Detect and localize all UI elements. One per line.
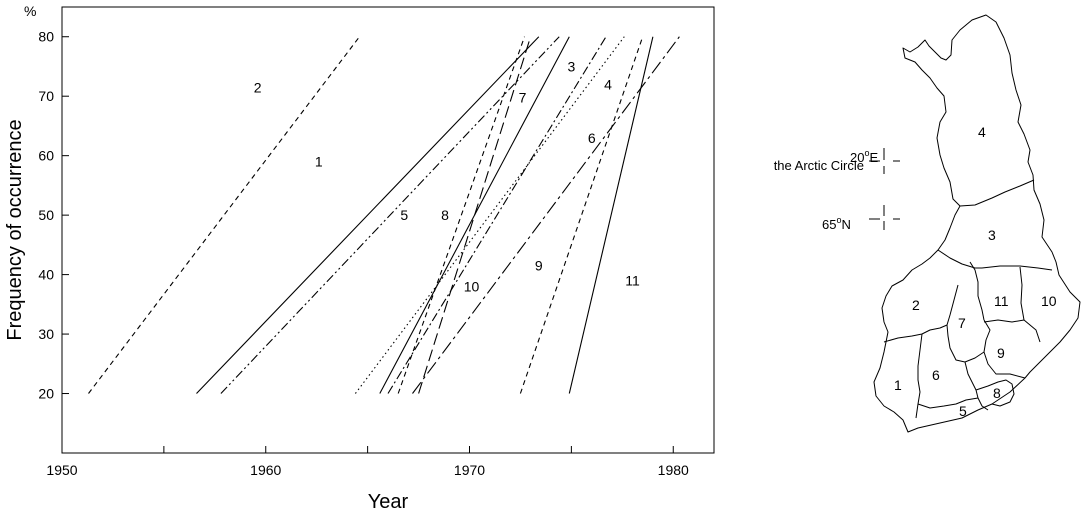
region-boundary-2-7	[946, 284, 959, 326]
finland-map	[869, 14, 1081, 433]
longitude-marker	[869, 148, 900, 174]
series-line-5	[220, 36, 560, 394]
series-line-1	[196, 36, 540, 394]
series-label-1: 1	[315, 154, 323, 170]
x-tick-label: 1970	[454, 462, 485, 478]
latitude-label: 65oN	[822, 215, 851, 232]
y-axis-title: Frequency of occurrence	[4, 119, 26, 340]
line-chart: 20 30 40 50 60 70 80 1950 1960 1970 1980 % Freque…	[4, 3, 715, 513]
series-line-2	[88, 36, 360, 394]
x-tick-label: 1980	[658, 462, 689, 478]
region-label-7: 7	[958, 315, 966, 331]
region-boundary-8-9	[975, 379, 1015, 407]
y-axis-ticks: 20 30 40 50 60 70 80	[38, 29, 69, 402]
series-line-7	[379, 36, 570, 394]
region-boundary-9-south	[983, 351, 1026, 379]
series-lines	[88, 36, 680, 394]
region-boundary-2-south	[883, 324, 948, 343]
map-labels: 20oE the Arctic Circle 65oN 4 3 2 11 10 …	[774, 124, 1057, 419]
series-label-10: 10	[464, 278, 480, 294]
region-label-3: 3	[988, 227, 996, 243]
series-line-8	[397, 36, 526, 394]
region-boundary-7-9	[983, 319, 991, 353]
region-boundary-7-6	[946, 324, 985, 363]
series-label-5: 5	[400, 207, 408, 223]
series-labels: 1 2 3 4 5 6 7 8 9 10 11	[254, 58, 640, 294]
region-boundary-6-8	[964, 361, 979, 399]
series-label-6: 6	[588, 130, 596, 146]
y-tick-label: 80	[38, 29, 54, 45]
region-label-2: 2	[912, 297, 920, 313]
series-label-11: 11	[625, 273, 640, 289]
region-boundary-7-11	[969, 261, 985, 321]
plot-frame	[61, 6, 715, 454]
series-line-10	[418, 36, 532, 394]
region-boundary-4-3	[959, 179, 1035, 207]
region-label-1: 1	[894, 377, 902, 393]
series-line-3	[387, 36, 607, 394]
series-label-4: 4	[604, 76, 612, 92]
region-label-4: 4	[978, 124, 986, 140]
region-label-10: 10	[1041, 293, 1057, 309]
latitude-marker	[869, 205, 900, 230]
y-axis-unit: %	[24, 3, 36, 19]
y-tick-label: 40	[38, 267, 54, 283]
country-outline	[873, 14, 1081, 433]
region-boundary-3-11	[981, 265, 1053, 271]
region-boundary-11-9	[983, 319, 1041, 343]
region-boundary-5-8	[977, 397, 989, 411]
region-label-11: 11	[994, 293, 1009, 309]
x-axis-ticks: 1950 1960 1970 1980	[46, 446, 689, 478]
region-label-5: 5	[959, 403, 967, 419]
series-line-11	[568, 36, 654, 394]
x-axis-title: Year	[368, 491, 409, 513]
region-label-6: 6	[932, 367, 940, 383]
y-tick-label: 70	[38, 88, 54, 104]
series-label-3: 3	[567, 58, 575, 74]
y-tick-label: 60	[38, 148, 54, 164]
region-label-8: 8	[993, 385, 1001, 401]
arctic-circle-label: the Arctic Circle	[774, 158, 864, 173]
x-tick-label: 1960	[250, 462, 281, 478]
series-label-7: 7	[519, 89, 527, 105]
longitude-label: 20oE	[850, 148, 878, 165]
y-tick-label: 30	[38, 326, 54, 342]
series-label-9: 9	[535, 258, 543, 274]
series-line-4	[354, 36, 625, 394]
y-tick-label: 50	[38, 207, 54, 223]
region-boundary-11-10	[1019, 266, 1025, 321]
series-label-8: 8	[441, 207, 449, 223]
region-boundary-2-3	[937, 249, 982, 269]
series-line-6	[412, 36, 680, 394]
region-label-9: 9	[997, 345, 1005, 361]
y-tick-label: 20	[38, 386, 54, 402]
series-label-2: 2	[254, 79, 262, 95]
region-boundary-6-5	[917, 397, 979, 409]
x-tick-label: 1950	[46, 462, 77, 478]
